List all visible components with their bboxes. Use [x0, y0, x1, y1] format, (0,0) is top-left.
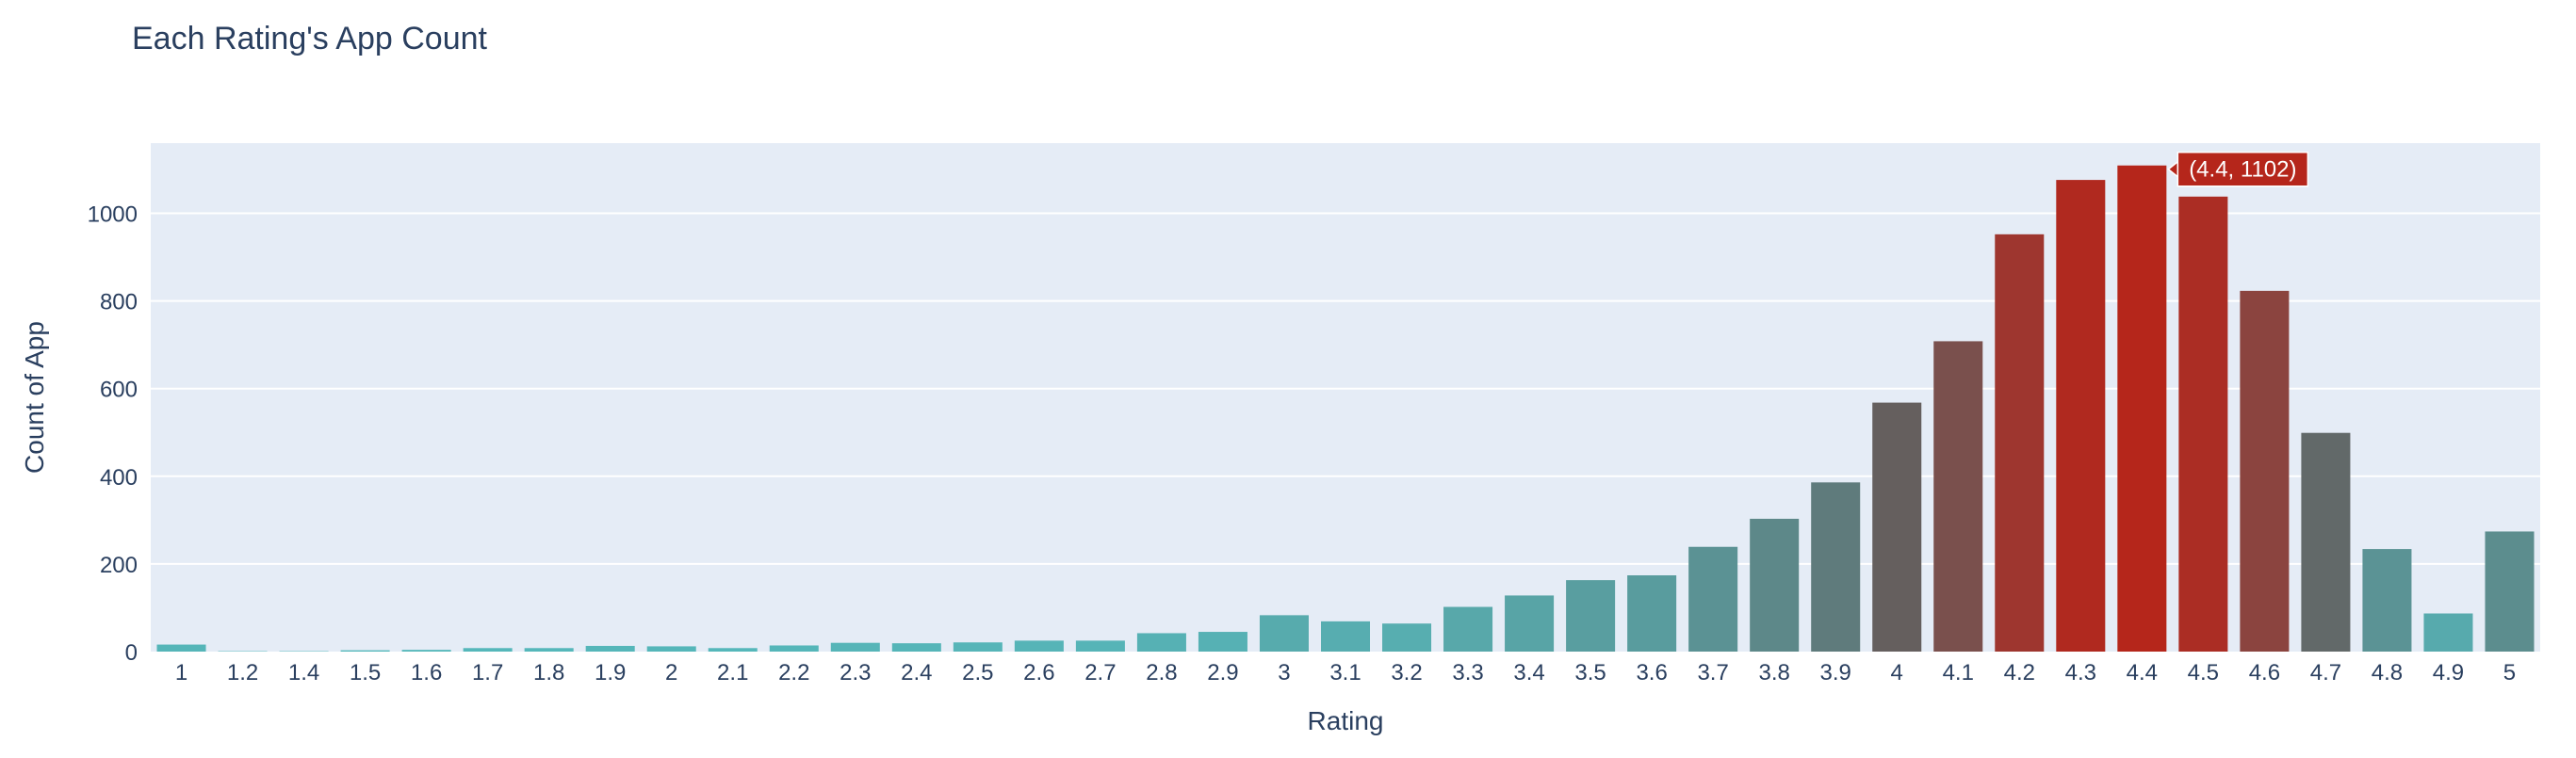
bar-4 — [1872, 403, 1921, 652]
x-tick-label: 1.4 — [288, 660, 319, 685]
bar-4.8 — [2362, 549, 2411, 652]
bar-4.1 — [1933, 341, 1982, 652]
bar-2 — [647, 646, 696, 652]
x-tick-label: 3.7 — [1697, 660, 1728, 685]
bar-3 — [1260, 615, 1309, 652]
x-tick-label: 1.5 — [350, 660, 381, 685]
x-tick-label: 4 — [1891, 660, 1903, 685]
bar-3.8 — [1750, 519, 1799, 652]
x-tick-label: 2.1 — [717, 660, 748, 685]
y-tick-label: 1000 — [88, 202, 138, 227]
bar-3.1 — [1321, 621, 1370, 652]
y-tick-label: 800 — [100, 290, 138, 315]
bar-4.7 — [2301, 433, 2350, 652]
x-tick-label: 2.3 — [840, 660, 871, 685]
bar-3.3 — [1443, 607, 1492, 652]
bar-2.9 — [1198, 632, 1247, 652]
bar-3.9 — [1811, 482, 1860, 652]
x-tick-label: 4.7 — [2310, 660, 2341, 685]
x-tick-label: 1 — [175, 660, 187, 685]
x-tick-label: 1.9 — [595, 660, 626, 685]
x-tick-label: 1.6 — [411, 660, 442, 685]
x-tick-label: 4.8 — [2372, 660, 2403, 685]
x-tick-label: 3.5 — [1574, 660, 1606, 685]
bar-3.7 — [1688, 547, 1737, 652]
bar-4.3 — [2056, 180, 2105, 652]
x-tick-label: 3.3 — [1452, 660, 1483, 685]
tooltip-text: (4.4, 1102) — [2189, 157, 2296, 183]
bar-2.2 — [770, 645, 819, 652]
x-tick-label: 3.8 — [1758, 660, 1789, 685]
bar-1.5 — [341, 651, 390, 652]
y-tick-label: 600 — [100, 378, 138, 403]
bar-3.2 — [1382, 623, 1431, 652]
bar-2.6 — [1015, 640, 1064, 652]
y-axis-ticks: 0 200 400 600 800 1000 — [88, 202, 138, 666]
x-axis-title: Rating — [1308, 706, 1384, 735]
x-tick-label: 3.1 — [1329, 660, 1361, 685]
x-tick-label: 4.5 — [2188, 660, 2219, 685]
x-tick-label: 4.1 — [1943, 660, 1974, 685]
y-tick-label: 0 — [125, 640, 138, 666]
bar-1.6 — [402, 650, 451, 652]
x-tick-label: 2.2 — [778, 660, 809, 685]
x-tick-label: 2.7 — [1084, 660, 1116, 685]
bar-2.4 — [892, 643, 941, 652]
bar-1.9 — [586, 646, 635, 652]
y-tick-label: 400 — [100, 465, 138, 491]
x-tick-label: 2.6 — [1023, 660, 1054, 685]
bar-2.3 — [831, 643, 880, 652]
x-tick-label: 1.7 — [472, 660, 503, 685]
bar-3.5 — [1566, 580, 1615, 652]
x-tick-label: 2.4 — [901, 660, 932, 685]
y-tick-label: 200 — [100, 553, 138, 578]
bar-1 — [157, 645, 206, 652]
bar-1.8 — [525, 648, 574, 652]
bar-2.1 — [709, 648, 758, 652]
x-tick-label: 2 — [665, 660, 677, 685]
x-tick-label: 3.2 — [1391, 660, 1422, 685]
x-tick-label: 4.3 — [2065, 660, 2096, 685]
x-tick-label: 4.4 — [2127, 660, 2158, 685]
x-tick-label: 2.5 — [962, 660, 993, 685]
bar-3.4 — [1505, 595, 1554, 652]
bar-2.5 — [954, 642, 1003, 652]
bar-2.8 — [1137, 633, 1186, 652]
y-axis-title: Count of App — [20, 321, 49, 474]
x-tick-label: 4.2 — [2004, 660, 2035, 685]
x-tick-label: 3 — [1278, 660, 1290, 685]
x-tick-label: 1.8 — [533, 660, 564, 685]
x-tick-label: 3.4 — [1513, 660, 1544, 685]
bar-5 — [2485, 531, 2534, 652]
x-tick-label: 5 — [2503, 660, 2516, 685]
bar-3.6 — [1627, 575, 1676, 652]
x-axis-ticks: 1 1.2 1.4 1.5 1.6 1.7 1.8 1.9 2 2.1 2.2 2.3 2.4 2.5 2.… — [175, 660, 2516, 685]
chart-title: Each Rating's App Count — [132, 21, 488, 56]
hover-tooltip: (4.4, 1102) — [2168, 153, 2307, 186]
bar-4.5 — [2178, 197, 2227, 652]
x-tick-label: 1.2 — [227, 660, 258, 685]
bar-4.9 — [2423, 614, 2472, 653]
x-tick-label: 2.9 — [1207, 660, 1238, 685]
x-tick-label: 3.9 — [1820, 660, 1851, 685]
bar-2.7 — [1076, 640, 1125, 652]
bar-4.4 — [2117, 166, 2166, 652]
bar-1.7 — [464, 648, 513, 652]
x-tick-label: 2.8 — [1146, 660, 1177, 685]
x-tick-label: 3.6 — [1636, 660, 1667, 685]
x-tick-label: 4.6 — [2249, 660, 2280, 685]
bar-4.2 — [1995, 234, 2044, 652]
x-tick-label: 4.9 — [2433, 660, 2464, 685]
bar-4.6 — [2240, 291, 2289, 652]
